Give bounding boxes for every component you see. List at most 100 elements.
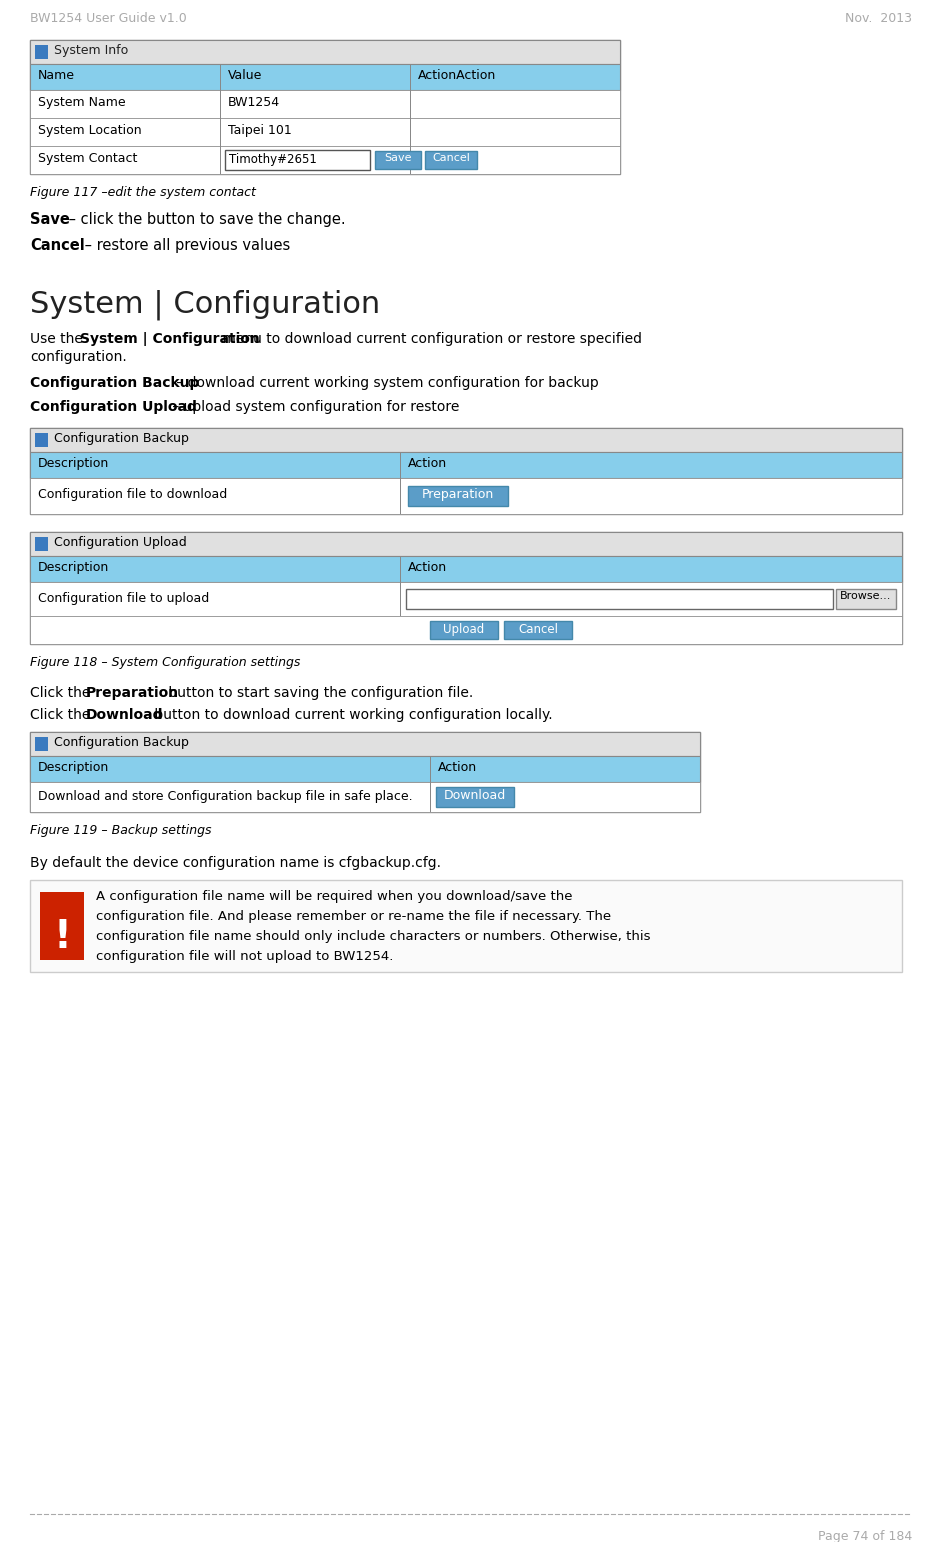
Text: Description: Description [38, 762, 109, 774]
Bar [436, 786, 514, 806]
Bar [406, 589, 833, 609]
Bar [30, 478, 902, 513]
Bar [30, 452, 902, 478]
Text: Name: Name [38, 69, 75, 82]
Text: Configuration Upload: Configuration Upload [30, 399, 197, 413]
Bar [35, 537, 48, 550]
Text: – upload system configuration for restore: – upload system configuration for restor… [168, 399, 460, 413]
Text: Save: Save [30, 211, 70, 227]
Text: Figure 118 – System Configuration settings: Figure 118 – System Configuration settin… [30, 655, 300, 669]
Text: Cancel: Cancel [30, 237, 85, 253]
Bar [410, 89, 411, 119]
Text: Action: Action [408, 561, 447, 574]
Text: Value: Value [228, 69, 263, 82]
Text: Action: Action [438, 762, 478, 774]
Text: Use the: Use the [30, 332, 88, 345]
Text: !: ! [53, 917, 71, 956]
Bar [30, 89, 620, 119]
Bar [408, 486, 508, 506]
Bar [30, 880, 902, 971]
Text: – restore all previous values: – restore all previous values [80, 237, 290, 253]
Bar [836, 589, 896, 609]
Text: configuration file will not upload to BW1254.: configuration file will not upload to BW… [96, 950, 394, 964]
Text: configuration file. And please remember or re-name the file if necessary. The: configuration file. And please remember … [96, 910, 611, 924]
Bar [400, 452, 401, 478]
Bar [30, 40, 620, 174]
Text: Figure 117 –edit the system contact: Figure 117 –edit the system contact [30, 187, 256, 199]
Text: System Info: System Info [54, 45, 128, 57]
Bar [220, 119, 221, 146]
Bar [30, 429, 902, 452]
Bar [30, 782, 700, 813]
Bar [30, 732, 700, 756]
Bar [220, 65, 221, 89]
Bar [220, 146, 221, 174]
Text: System Location: System Location [38, 123, 141, 137]
Text: Preparation: Preparation [86, 686, 179, 700]
Bar [30, 557, 902, 581]
Bar [30, 756, 700, 782]
Bar [430, 782, 431, 813]
Text: Click the: Click the [30, 708, 95, 722]
Text: Action: Action [408, 456, 447, 470]
Text: BW1254 User Guide v1.0: BW1254 User Guide v1.0 [30, 12, 187, 25]
Text: Configuration Backup: Configuration Backup [54, 736, 189, 749]
Text: Click the: Click the [30, 686, 95, 700]
Text: System Contact: System Contact [38, 153, 138, 165]
Text: System | Configuration: System | Configuration [30, 290, 381, 321]
Text: ActionAction: ActionAction [418, 69, 496, 82]
Bar [504, 621, 572, 638]
Bar [410, 65, 411, 89]
Bar [30, 615, 902, 645]
Bar [375, 151, 421, 170]
Text: Configuration Backup: Configuration Backup [54, 432, 189, 446]
Bar [220, 89, 221, 119]
Bar [35, 737, 48, 751]
Bar [430, 621, 498, 638]
Text: System | Configuration: System | Configuration [80, 332, 260, 345]
Text: By default the device configuration name is cfgbackup.cfg.: By default the device configuration name… [30, 856, 441, 870]
Bar [30, 40, 620, 65]
Text: Figure 119 – Backup settings: Figure 119 – Backup settings [30, 823, 212, 837]
Bar [30, 581, 902, 615]
Bar [40, 891, 84, 961]
Text: Timothy#2651: Timothy#2651 [229, 153, 317, 167]
Text: button to start saving the configuration file.: button to start saving the configuration… [164, 686, 473, 700]
Text: Save: Save [384, 153, 412, 163]
Text: Cancel: Cancel [432, 153, 470, 163]
Bar [35, 433, 48, 447]
Text: menu to download current configuration or restore specified: menu to download current configuration o… [218, 332, 642, 345]
Bar [30, 119, 620, 146]
Bar [400, 557, 401, 581]
Text: Configuration Backup: Configuration Backup [30, 376, 200, 390]
Bar [400, 478, 401, 513]
Text: Upload: Upload [444, 623, 484, 635]
Text: Description: Description [38, 561, 109, 574]
Text: Download: Download [86, 708, 164, 722]
Bar [410, 119, 411, 146]
Text: configuration.: configuration. [30, 350, 127, 364]
Bar [410, 146, 411, 174]
Text: System Name: System Name [38, 96, 125, 109]
Bar [35, 45, 48, 59]
Bar [30, 429, 902, 513]
Text: Configuration file to download: Configuration file to download [38, 487, 227, 501]
Text: – download current working system configuration for backup: – download current working system config… [172, 376, 599, 390]
Bar [430, 756, 431, 782]
Bar [30, 65, 620, 89]
Text: Page 74 of 184: Page 74 of 184 [818, 1530, 912, 1542]
Bar [225, 150, 370, 170]
Text: Download and store Configuration backup file in safe place.: Download and store Configuration backup … [38, 790, 413, 803]
Text: BW1254: BW1254 [228, 96, 280, 109]
Text: Configuration file to upload: Configuration file to upload [38, 592, 209, 604]
Text: Preparation: Preparation [422, 487, 495, 501]
Text: – click the button to save the change.: – click the button to save the change. [64, 211, 346, 227]
Text: configuration file name should only include characters or numbers. Otherwise, th: configuration file name should only incl… [96, 930, 651, 944]
Text: Configuration Upload: Configuration Upload [54, 537, 187, 549]
Bar [30, 146, 620, 174]
Text: A configuration file name will be required when you download/save the: A configuration file name will be requir… [96, 890, 573, 904]
Text: Cancel: Cancel [518, 623, 558, 635]
Text: Download: Download [444, 790, 506, 802]
Bar [400, 581, 401, 615]
Text: button to download current working configuration locally.: button to download current working confi… [150, 708, 553, 722]
